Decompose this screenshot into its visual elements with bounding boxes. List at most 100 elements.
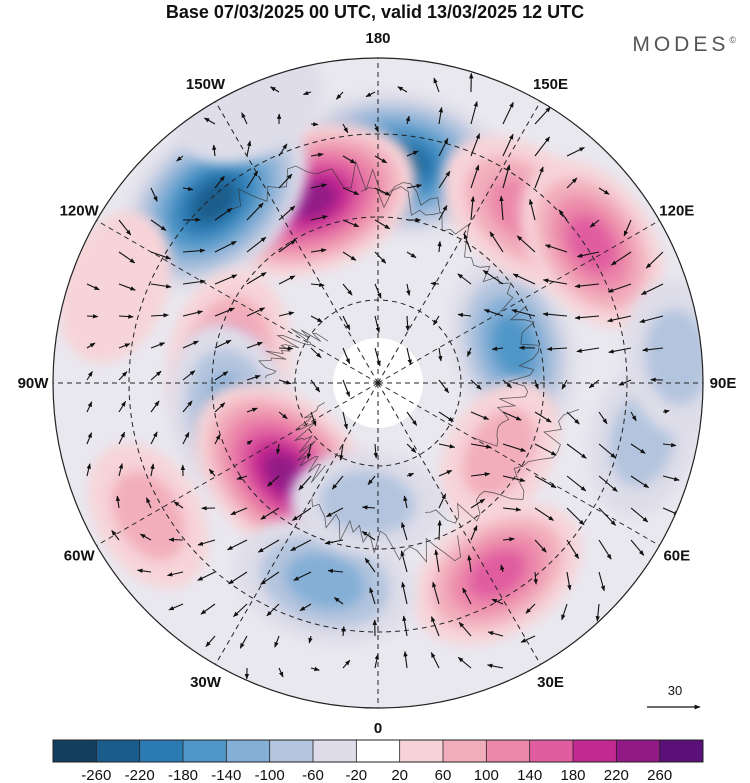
wind-vector [470,498,486,509]
colorbar-tick-label: 60 [435,767,452,783]
anomaly-negative-15 [624,278,703,435]
colorbar-swatch [226,740,271,762]
wind-vector [630,411,637,422]
wind-vector [293,571,312,581]
wind-vector [270,86,280,93]
wind-vector [403,495,408,509]
meridian-line [377,382,660,546]
colorbar-swatch [183,740,227,762]
wind-vector [342,123,349,134]
wind-vector [542,312,568,317]
colorbar-tick-label: -220 [125,767,155,783]
wind-vector [374,653,380,669]
wind-vector [118,251,136,264]
wind-vector [361,505,376,510]
wind-vector [374,155,388,164]
wind-vector [150,463,155,477]
wind-vector [576,251,600,258]
wind-vector [150,313,169,318]
wind-vector [618,379,632,386]
colorbar-tick-label: 220 [604,767,629,783]
colorbar-swatch [486,740,531,762]
wind-vector [118,400,126,413]
wind-vector [374,219,391,230]
wind-vector [306,443,312,460]
wind-vector [502,133,514,157]
wind-vector [534,539,547,553]
wind-vector [182,248,206,253]
wind-vector [457,273,472,285]
wind-vector [630,475,650,489]
coastline-segment [472,305,540,447]
longitude-label: 30W [190,674,222,691]
wind-vector [502,475,526,483]
wind-vector [278,205,296,221]
colorbar-tick-label: -140 [211,767,241,783]
wind-vector [278,311,295,317]
longitude-label: 90E [710,375,737,392]
wind-vector [374,187,391,196]
wind-vector [278,173,293,189]
wind-vector [326,507,344,518]
wind-vector [182,186,194,192]
wind-vector [333,597,344,605]
wind-vector [260,507,280,520]
wind-vector [489,231,504,253]
wind-vector [433,315,440,326]
wind-vector [438,138,449,157]
wind-vector [246,272,267,285]
wind-vector [166,571,184,577]
wind-vector [214,207,233,221]
wind-vector [534,475,557,489]
wind-vector [182,370,196,381]
colorbar-swatch [616,740,661,762]
wind-vector [470,164,480,189]
wind-vector [470,472,491,477]
anomaly-negative-13 [234,517,416,645]
wind-vector [500,564,505,573]
wind-vector [566,443,587,459]
wind-vector [438,106,444,125]
wind-vector [150,400,160,413]
wind-vector [534,106,551,125]
colorbar-swatch [313,740,357,762]
wind-vector [405,315,410,332]
wind-vector [298,475,312,491]
colorbar-swatch [443,740,487,762]
wind-vector [342,187,360,196]
wind-vector [111,529,120,541]
wind-vector [566,571,572,591]
wind-vector [491,598,504,605]
wind-vector [118,314,134,319]
wind-vector [150,342,166,349]
wind-vector [630,539,645,556]
wind-vector [246,407,258,413]
wind-vector [257,539,280,553]
wind-vector [302,90,312,96]
wind-vector [310,121,319,127]
wind-vector [470,525,478,541]
wind-vector [150,283,172,289]
wind-vector [182,340,199,349]
wind-vector [662,442,677,448]
wind-vector [406,150,419,157]
wind-vector [324,539,344,545]
colorbar-swatch [356,740,401,762]
wind-vector [241,112,248,125]
wind-vector [182,431,190,445]
wind-vector [598,187,610,195]
wind-vector [402,615,408,637]
wind-vector [534,507,555,521]
anomaly-negative-16 [289,450,446,555]
colorbar: -260 -220 -180 -140 -100 -60 -20 20 60 100 140 180 2… [52,739,704,783]
wind-vector [364,557,376,573]
wind-vector [542,278,568,285]
meridian-line [96,382,379,546]
wind-vector [434,549,440,573]
wind-vector [406,183,423,189]
colorbar-swatch [399,740,444,762]
wind-vector [534,379,539,390]
wind-vector [373,443,378,459]
wind-vector [310,347,322,358]
wind-vector [214,175,225,189]
